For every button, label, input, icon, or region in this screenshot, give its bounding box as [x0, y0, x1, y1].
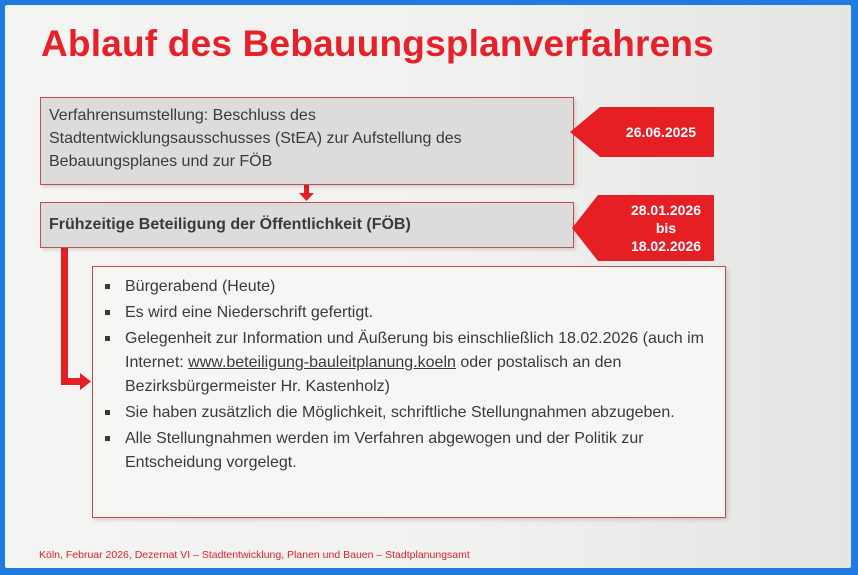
list-item: Alle Stellungnahmen werden im Verfahren …: [105, 427, 715, 475]
bullet-text-post: oder postalisch an den Bezirksbürgermeis…: [125, 354, 622, 395]
bullet-list: Bürgerabend (Heute) Es wird eine Nieders…: [105, 275, 715, 475]
date-badge-end: 18.02.2026: [630, 238, 702, 254]
step1-line: Verfahrensumstellung: Beschluss des: [49, 107, 316, 124]
step1-line: Bebauungsplanes und zur FÖB: [49, 153, 273, 170]
flow-arrows: [61, 185, 314, 390]
list-item: Gelegenheit zur Information und Äußerung…: [105, 327, 715, 399]
elbow-arrow-icon: [61, 248, 91, 390]
step2-text: Frühzeitige Beteiligung der Öffentlichke…: [49, 216, 411, 233]
details-box: Bürgerabend (Heute) Es wird eine Nieders…: [92, 266, 726, 518]
date-badge-step2: 28.01.2026 bis 18.02.2026: [572, 195, 714, 261]
date-badge-step1: 26.06.2025: [570, 107, 714, 157]
square-bullet-icon: [105, 310, 110, 315]
presentation-slide: Ablauf des Bebauungsplanverfahrens Verfa…: [5, 5, 851, 568]
step1-line: Stadtentwicklungsausschusses (StEA) zur …: [49, 130, 462, 147]
step1-text: Verfahrensumstellung: Beschluss des Stad…: [49, 104, 565, 173]
square-bullet-icon: [105, 410, 110, 415]
bullet-text-pre: Gelegenheit zur Information und Äußerung…: [125, 330, 704, 371]
participation-website-link[interactable]: www.beteiligung-bauleitplanung.koeln: [188, 354, 456, 371]
date-badge-mid: bis: [655, 220, 677, 236]
list-item: Es wird eine Niederschrift gefertigt.: [105, 301, 715, 325]
list-item: Sie haben zusätzlich die Möglichkeit, sc…: [105, 401, 715, 425]
bullet-text: Alle Stellungnahmen werden im Verfahren …: [125, 430, 644, 471]
bullet-text: Bürgerabend (Heute): [125, 278, 276, 295]
slide-title: Ablauf des Bebauungsplanverfahrens: [41, 23, 714, 64]
date-badge-start: 28.01.2026: [630, 202, 702, 218]
date-badge-text: 26.06.2025: [625, 124, 696, 140]
slide-footer: Köln, Februar 2026, Dezernat VI – Stadte…: [39, 549, 470, 561]
down-arrow-icon: [299, 185, 314, 201]
square-bullet-icon: [105, 436, 110, 441]
square-bullet-icon: [105, 284, 110, 289]
step-box-verfahrensumstellung: Verfahrensumstellung: Beschluss des Stad…: [40, 97, 574, 185]
list-item: Bürgerabend (Heute): [105, 275, 715, 299]
square-bullet-icon: [105, 336, 110, 341]
bullet-text: Sie haben zusätzlich die Möglichkeit, sc…: [125, 404, 675, 421]
step-box-foeb: Frühzeitige Beteiligung der Öffentlichke…: [40, 202, 574, 248]
bullet-text: Es wird eine Niederschrift gefertigt.: [125, 304, 374, 321]
